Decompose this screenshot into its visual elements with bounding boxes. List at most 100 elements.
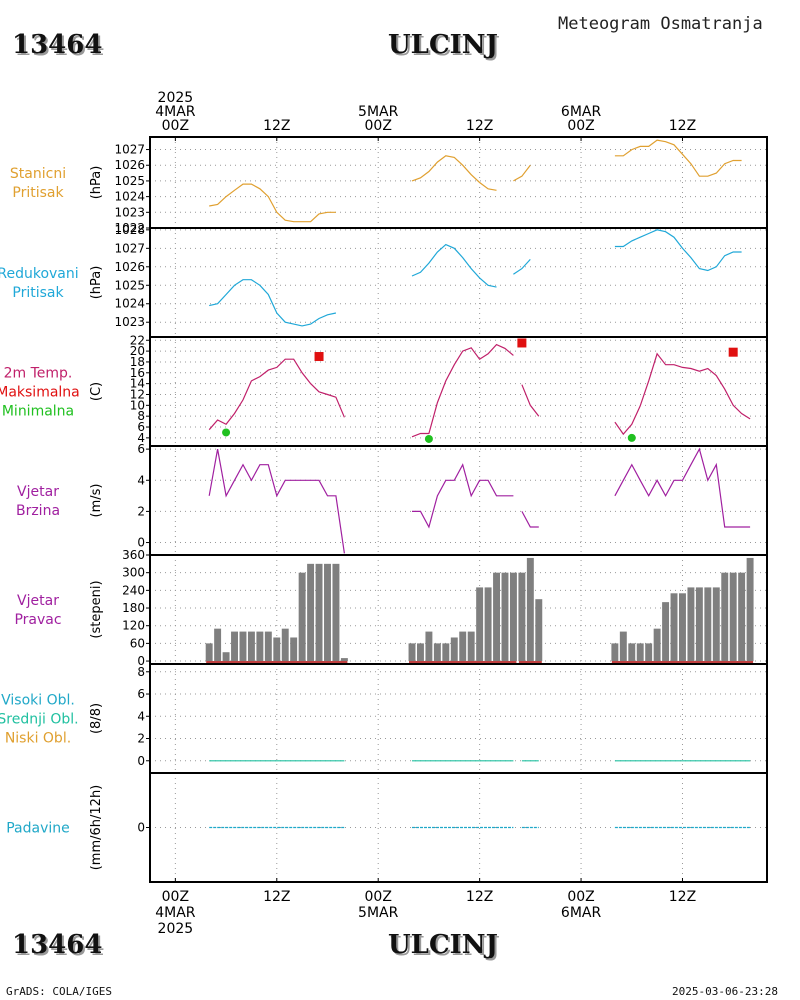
wind-direction-bar [526, 557, 534, 662]
wind-direction-bar [704, 587, 712, 662]
y-tick-label: 1024 [114, 297, 145, 311]
y-tick-label: 60 [130, 636, 145, 650]
wind-direction-bar [746, 557, 754, 662]
y-tick-label: 300 [122, 566, 145, 580]
wind-direction-bar [518, 572, 526, 662]
panel-padavine: 0 (mm/6h/12h) Padavine [6, 772, 768, 883]
panel-label: Srednji Obl. [0, 712, 79, 728]
x-tick-label-top: 00Z [567, 118, 594, 134]
series-line [411, 243, 497, 288]
y-axis-label: (C) [89, 382, 104, 401]
y-tick-label: 1022 [114, 221, 145, 235]
series-line [614, 447, 751, 528]
grads-credit: GrADS: COLA/IGES [6, 985, 112, 998]
series-line [209, 279, 337, 327]
panel-frame [149, 336, 768, 447]
x-tick-label-bottom: 6MAR [561, 905, 602, 921]
station-id-bottom: 13464 [12, 930, 103, 960]
wind-direction-bar [476, 587, 484, 662]
series-line [411, 155, 497, 191]
product-title: Meteogram Osmatranja [558, 14, 763, 34]
x-tick-label-bottom: 12Z [466, 889, 493, 905]
max-temp-marker [517, 338, 527, 348]
series-line [521, 384, 540, 417]
y-tick-label: 0 [137, 536, 145, 550]
x-tick-label-bottom: 2025 [158, 921, 194, 937]
y-tick-label: 2 [137, 732, 145, 746]
panel-frame [149, 772, 768, 883]
x-tick-label-top: 4MAR [155, 104, 196, 120]
y-tick-label: 0 [137, 754, 145, 768]
wind-direction-bar [281, 628, 289, 662]
wind-direction-bar [712, 587, 720, 662]
wind-direction-bar [442, 643, 450, 662]
wind-direction-bar [256, 631, 264, 662]
plot-timestamp: 2025-03-06-23:28 [672, 985, 778, 998]
x-tick-label-top: 00Z [365, 118, 392, 134]
wind-direction-bar [205, 643, 213, 662]
wind-direction-bar [417, 643, 424, 662]
station-name-bottom: ULCINJ [388, 930, 498, 960]
y-tick-label: 1026 [114, 260, 145, 274]
wind-direction-bar [315, 563, 323, 662]
wind-direction-bar [467, 631, 475, 662]
wind-direction-bar [628, 643, 636, 662]
wind-direction-bar [611, 643, 619, 662]
y-tick-label: 20 [130, 344, 145, 358]
panel-label: Pritisak [12, 185, 64, 201]
wind-direction-bar [433, 643, 441, 662]
y-tick-label: 1025 [114, 278, 145, 292]
x-tick-label-bottom: 00Z [162, 889, 189, 905]
wind-direction-bar [619, 631, 627, 662]
panel-label: Pritisak [12, 285, 64, 301]
wind-direction-bar [535, 599, 543, 662]
x-tick-label-top: 2025 [158, 90, 194, 106]
series-line [614, 139, 742, 177]
panel-label: Stanicni [10, 166, 66, 182]
wind-direction-bar [695, 587, 703, 662]
wind-direction-bar [653, 628, 661, 662]
panel-label: Visoki Obl. [1, 693, 75, 709]
min-temp-marker [627, 433, 636, 442]
y-tick-label: 0 [137, 654, 145, 668]
x-tick-label-top: 12Z [669, 118, 696, 134]
panel-label: Brzina [16, 503, 60, 519]
wind-direction-bar [662, 602, 670, 662]
wind-direction-bar [636, 643, 644, 662]
wind-direction-bar [340, 658, 348, 662]
y-tick-label: 1023 [114, 315, 145, 329]
wind-direction-bar [459, 631, 467, 662]
panel-frame [149, 136, 768, 229]
panel-label: Pravac [14, 612, 61, 628]
y-axis-label: (hPa) [89, 166, 104, 200]
wind-direction-bar [501, 572, 509, 662]
wind-direction-bar [264, 631, 272, 662]
x-tick-label-top: 00Z [162, 118, 189, 134]
y-axis-label: (hPa) [89, 266, 104, 300]
y-tick-label: 8 [137, 409, 145, 423]
max-temp-marker [314, 352, 324, 362]
wind-direction-bar [273, 637, 281, 662]
panel-label: 2m Temp. [4, 366, 73, 382]
panel-label: Padavine [6, 821, 70, 837]
series-line [209, 183, 336, 223]
y-tick-label: 1027 [114, 143, 145, 157]
y-tick-label: 6 [137, 442, 145, 456]
wind-direction-bar [290, 637, 298, 662]
y-axis-label: (m/s) [89, 484, 104, 518]
min-temp-marker [424, 434, 433, 443]
y-tick-label: 18 [130, 355, 145, 369]
min-temp-marker [222, 428, 231, 437]
x-tick-label-top: 12Z [263, 118, 290, 134]
wind-direction-bar [214, 628, 222, 662]
wind-direction-bar [645, 643, 653, 662]
y-axis-label: (stepeni) [89, 580, 104, 638]
x-tick-label-top: 12Z [466, 118, 493, 134]
x-tick-label-bottom: 12Z [669, 889, 696, 905]
wind-direction-bar [450, 637, 458, 662]
wind-direction-bar [729, 572, 737, 662]
x-tick-label-top: 5MAR [358, 104, 399, 120]
panel-label: Niski Obl. [5, 731, 71, 747]
